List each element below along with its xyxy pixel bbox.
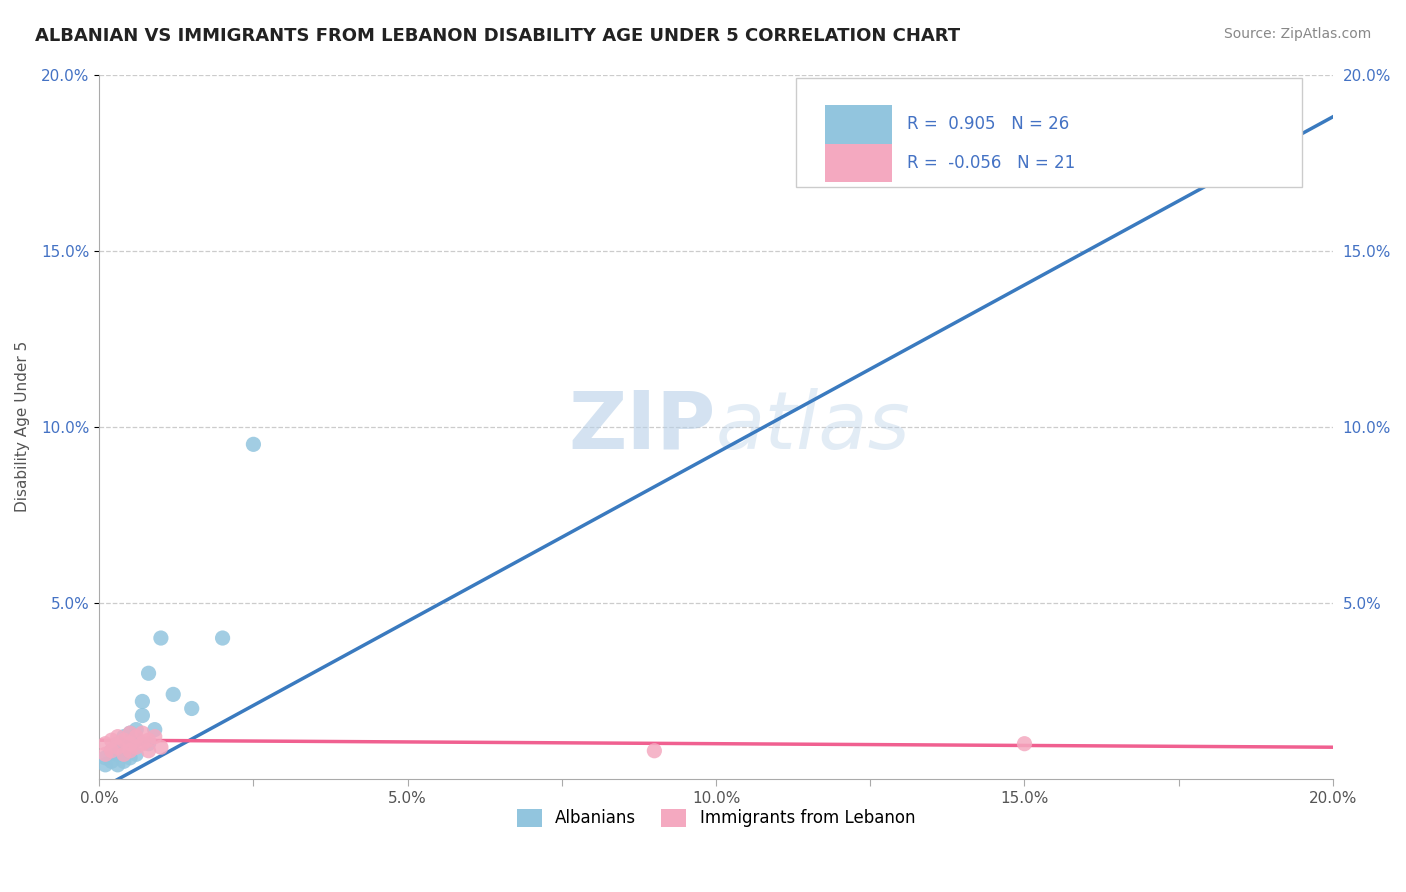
Text: R =  0.905   N = 26: R = 0.905 N = 26 — [907, 115, 1070, 133]
Point — [180, 701, 202, 715]
Y-axis label: Disability Age Under 5: Disability Age Under 5 — [15, 341, 30, 512]
Point — [125, 733, 148, 747]
Bar — [825, 144, 893, 182]
Point — [138, 733, 160, 747]
Point — [118, 726, 141, 740]
Point — [125, 723, 148, 737]
Point — [112, 730, 135, 744]
FancyBboxPatch shape — [796, 78, 1302, 187]
Point — [149, 740, 172, 755]
Point — [107, 730, 129, 744]
Text: ZIP: ZIP — [569, 388, 716, 466]
Point — [94, 751, 117, 765]
Point — [1014, 737, 1036, 751]
Point — [112, 733, 135, 747]
Point — [131, 694, 153, 708]
Point — [143, 730, 166, 744]
Point — [118, 751, 141, 765]
Point — [149, 631, 172, 645]
Point — [138, 737, 160, 751]
Point — [94, 747, 117, 762]
Point — [100, 744, 122, 758]
Bar — [825, 104, 893, 144]
Text: atlas: atlas — [716, 388, 911, 466]
Point — [118, 726, 141, 740]
Point — [643, 744, 665, 758]
Point — [162, 687, 184, 701]
Point — [118, 744, 141, 758]
Point — [125, 740, 148, 755]
Point — [118, 737, 141, 751]
Point — [94, 757, 117, 772]
Point — [107, 737, 129, 751]
Point — [242, 437, 264, 451]
Point — [125, 730, 148, 744]
Point — [125, 747, 148, 762]
Point — [107, 747, 129, 762]
Point — [107, 757, 129, 772]
Point — [143, 723, 166, 737]
Point — [118, 737, 141, 751]
Point — [100, 754, 122, 768]
Point — [107, 740, 129, 755]
Point — [211, 631, 233, 645]
Point — [100, 744, 122, 758]
Point — [94, 737, 117, 751]
Point — [112, 754, 135, 768]
Point — [112, 747, 135, 762]
Point — [131, 737, 153, 751]
Point — [138, 744, 160, 758]
Legend: Albanians, Immigrants from Lebanon: Albanians, Immigrants from Lebanon — [510, 802, 922, 834]
Text: R =  -0.056   N = 21: R = -0.056 N = 21 — [907, 153, 1076, 171]
Point — [131, 708, 153, 723]
Point — [138, 666, 160, 681]
Point — [131, 726, 153, 740]
Point — [100, 733, 122, 747]
Text: ALBANIAN VS IMMIGRANTS FROM LEBANON DISABILITY AGE UNDER 5 CORRELATION CHART: ALBANIAN VS IMMIGRANTS FROM LEBANON DISA… — [35, 27, 960, 45]
Text: Source: ZipAtlas.com: Source: ZipAtlas.com — [1223, 27, 1371, 41]
Point — [112, 740, 135, 755]
